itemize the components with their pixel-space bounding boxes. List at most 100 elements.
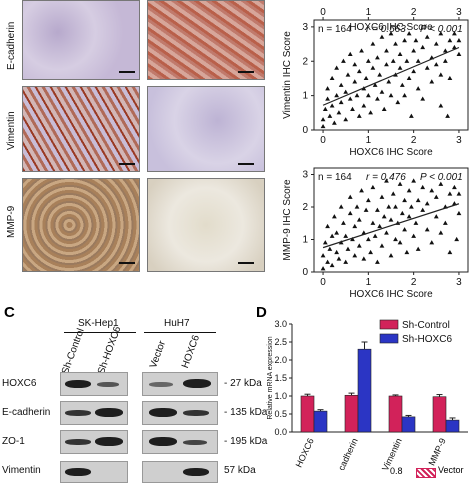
scatter2-data-point (327, 246, 333, 251)
scatter2-data-point (429, 188, 435, 193)
scatter2-ytick-label: 0 (302, 267, 308, 278)
scatter2-data-point (433, 214, 439, 219)
scatter2-data-point (454, 236, 460, 242)
scatter2-stat-r: r = 0.476 (366, 172, 406, 183)
scatter1-data-point (375, 55, 380, 60)
scatter2-data-point (424, 201, 430, 206)
scatter2-data-point (336, 256, 342, 261)
scatter2-data-point (329, 262, 335, 268)
scatter2-data-point (402, 227, 407, 232)
bar-category-label: Vimentin (380, 437, 404, 470)
scatter1-data-point (352, 79, 358, 84)
ihc-image-mmp9-high (22, 178, 140, 272)
scatter2-data-point (386, 204, 392, 209)
scatter1-data-point (384, 48, 389, 53)
scatter2-data-point (438, 181, 444, 186)
bar-y-axis-label: Relative mRNA expression (267, 336, 274, 419)
bar-ytick-label: 0.0 (274, 427, 287, 437)
scatter2-data-point (325, 259, 330, 264)
scatter2-data-point (388, 253, 394, 258)
scatter2-data-point (334, 230, 340, 235)
scatter2-data-point (372, 233, 378, 238)
ihc-image-vim-low (147, 86, 265, 172)
blot-hoxc6-huh7 (142, 372, 218, 396)
blot-row-label-zo1: ZO-1 (2, 436, 25, 447)
scatter2-data-point (388, 217, 394, 222)
scatter1-top-xtick-label: 3 (456, 7, 462, 18)
scatter1-data-point (438, 72, 444, 77)
blot-zo1-huh7 (142, 430, 218, 454)
blot-ecad-huh7 (142, 401, 218, 425)
scatter1-xtick-label: 2 (411, 135, 417, 146)
scatter1-ytick-label: 0 (302, 125, 308, 136)
scatter1-data-point (393, 41, 398, 46)
bar-sh-hoxc6 (445, 419, 460, 433)
lane-label-hoxc6: HOXC6 (180, 333, 203, 370)
kda-e-cadherin: - 135 kDa (224, 407, 268, 418)
scatter1-data-point (379, 34, 385, 39)
scatter1-top-xtick-label: 1 (366, 7, 372, 18)
scatter2-data-point (365, 236, 371, 242)
partial-tick-value: 0.8 (390, 466, 403, 476)
scatter1-data-point (331, 120, 337, 125)
scatter2-xtick-label: 3 (456, 277, 462, 288)
bar-sh-control (388, 395, 403, 433)
scatter2-data-point (334, 249, 340, 255)
ihc-row-label-mmp9: MMP-9 (6, 205, 17, 238)
scatter2-data-point (325, 223, 330, 229)
blot-vim-huh7 (142, 461, 218, 483)
scatter1-xtick-label: 1 (366, 135, 372, 146)
scatter1-data-point (384, 62, 389, 67)
blot-row-label-vimentin: Vimentin (2, 465, 41, 476)
scatter1-xtick-label: 3 (456, 135, 462, 146)
scatter1-data-point (452, 44, 457, 50)
scatter2-data-point (370, 184, 376, 190)
scatter2-data-point (420, 184, 426, 190)
scatter1-data-point (408, 113, 414, 118)
scatter1-top-xtick-label: 0 (320, 7, 326, 18)
scatter-plot-vimentin: HOXC6 IHC Score 0 0 1 1 2 2 3 3 0 1 2 3 HOXC6 IHC Sco… (282, 7, 469, 158)
scatter1-data-point (343, 89, 349, 94)
scatter1-data-point (370, 41, 376, 46)
scatter1-data-point (420, 44, 426, 50)
scatter1-data-point (390, 58, 396, 63)
scatter1-data-point (365, 58, 371, 63)
scatter2-stat-n: n = 164 (318, 172, 352, 183)
scatter1-trend-line (322, 46, 460, 106)
scatter1-data-point (386, 79, 392, 84)
scatter2-data-point (379, 194, 385, 199)
partial-legend-label: Vector (438, 465, 464, 475)
scatter2-data-point (343, 259, 349, 264)
bar-sh-hoxc6 (357, 348, 372, 433)
scatter1-data-point (329, 75, 335, 81)
scatter1-data-point (406, 31, 412, 36)
scatter1-data-point (363, 75, 369, 81)
scatter1-data-point (429, 79, 435, 84)
scatter1-data-point (388, 93, 394, 98)
ihc-image-vim-high (22, 86, 140, 172)
scatter2-data-point (381, 214, 387, 219)
scatter2-data-point (447, 249, 453, 255)
scatter1-data-point (395, 99, 401, 105)
scatter2-data-point (338, 204, 344, 209)
scatter2-data-point (354, 204, 360, 209)
kda-hoxc6: - 27 kDa (224, 378, 262, 389)
scatter1-data-point (327, 113, 333, 118)
scatter1-data-point (438, 103, 444, 108)
legend-swatch-sh-control (379, 319, 399, 330)
scatter2-data-point (363, 207, 369, 212)
scatter1-data-point (411, 68, 417, 74)
scatter1-data-point (413, 38, 419, 43)
scatter2-data-point (404, 249, 410, 255)
scatter1-data-point (320, 117, 326, 122)
scatter1-data-point (350, 106, 355, 111)
scatter2-ytick-label: 2 (302, 202, 308, 213)
scatter1-data-point (347, 96, 353, 101)
scatter2-data-point (415, 197, 421, 203)
scatter2-data-point (456, 210, 462, 216)
scatter2-data-point (384, 230, 389, 235)
ihc-row-label-vimentin: Vimentin (6, 111, 17, 150)
scatter1-top-axis-title: HOXC6 IHC Score (349, 22, 433, 33)
scatter2-xtick-label: 1 (366, 277, 372, 288)
